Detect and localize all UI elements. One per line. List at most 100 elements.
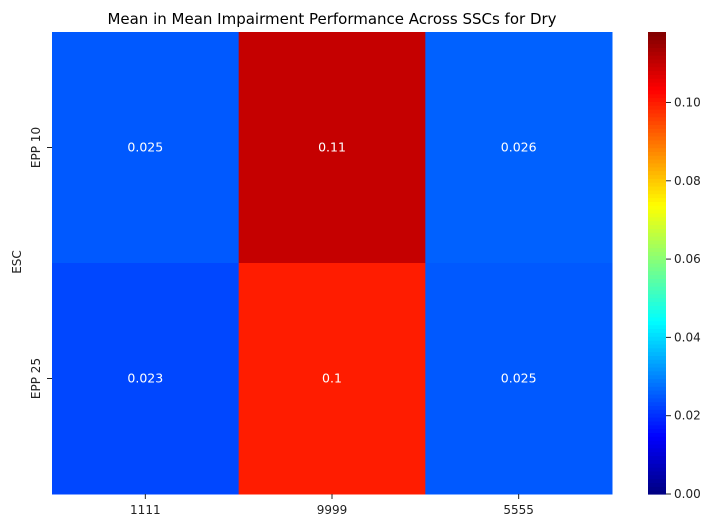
colorbar-segment [648,193,666,199]
colorbar-segment [648,370,666,376]
colorbar-segment [648,289,666,295]
colorbar-segment [648,447,666,453]
heatmap-cell [238,263,426,495]
colorbar-segment [648,178,666,183]
colorbar-segment [648,151,666,156]
colorbar-segment [648,305,666,310]
colorbar-segment [648,243,666,249]
colorbar-segment [648,270,666,276]
colorbar-segment [648,128,666,133]
heatmap-cell [425,263,613,495]
colorbar-segment [648,274,666,279]
colorbar-segment [648,355,666,360]
colorbar-segment [648,378,666,383]
heatmap-cell [425,32,613,264]
colorbar-segment [648,85,666,91]
colorbar-segment [648,463,666,468]
heatmap-cell-label: 0.025 [127,140,163,155]
colorbar-segment [648,174,666,179]
chart-title: Mean in Mean Impairment Performance Acro… [107,10,556,28]
colorbar-segment [648,232,666,237]
heatmap-cell-labels: 0.025 0.11 0.026 0.023 0.1 0.025 [127,140,536,386]
colorbar-segment [648,78,666,83]
colorbar-segment [648,470,666,476]
colorbar-segment [648,351,666,356]
colorbar-segment [648,340,666,345]
colorbar-segment [648,224,666,229]
colorbar-segment [648,66,666,72]
heatmap-cell [238,32,426,264]
colorbar-segment [648,478,666,484]
colorbar-segment [648,332,666,337]
colorbar-segment [648,343,666,349]
colorbar-segment [648,55,666,60]
colorbar-segment [648,263,666,268]
colorbar-segment [648,486,666,491]
colorbar-tick-label: 0.04 [674,330,701,344]
colorbar-segment [648,297,666,303]
colorbar-segment [648,74,666,79]
colorbar-segment [648,482,666,487]
colorbar-segment [648,212,666,218]
heatmap-cell [52,263,240,495]
colorbar-segment [648,259,666,264]
colorbar-segment [648,189,666,195]
colorbar-segment [648,282,666,287]
colorbar-segment [648,363,666,368]
colorbar-segment [648,293,666,299]
colorbar-segment [648,62,666,68]
colorbar-segment [648,139,666,145]
heatmap-cell-label: 0.11 [318,140,346,155]
colorbar-ticks: 0.00 0.02 0.04 0.06 0.08 0.10 [666,95,701,501]
colorbar-segment [648,143,666,149]
colorbar-segment [648,417,666,422]
colorbar-segment [648,324,666,330]
colorbar-segment [648,216,666,222]
colorbar-segment [648,166,666,172]
colorbar-segment [648,390,666,395]
colorbar-segment [648,159,666,164]
colorbar-segment [648,82,666,87]
colorbar-segment [648,97,666,102]
colorbar-segment [648,451,666,457]
colorbar-segment [648,109,666,114]
colorbar-segment [648,239,666,245]
colorbar-segment [648,105,666,110]
x-tick-label: 1111 [130,503,161,517]
colorbar-segment [648,316,666,322]
colorbar-segment [648,420,666,426]
colorbar-segment [648,347,666,353]
x-axis-ticks: 1111 9999 5555 [130,494,534,517]
colorbar-segment [648,70,666,75]
heatmap-cells [52,32,613,495]
colorbar-segment [648,266,666,272]
colorbar-segment [648,247,666,253]
colorbar-segment [648,401,666,407]
heatmap-cell-label: 0.026 [501,140,537,155]
x-tick-label: 9999 [317,503,348,517]
colorbar-segment [648,374,666,380]
colorbar-segment [648,251,666,256]
colorbar-segment [648,47,666,52]
colorbar-segment [648,397,666,403]
colorbar [648,32,666,495]
colorbar-tick-label: 0.10 [674,95,701,109]
colorbar-segment [648,124,666,129]
colorbar-segment [648,170,666,176]
colorbar-segment [648,182,666,187]
heatmap-cell [52,32,240,264]
colorbar-segment [648,436,666,441]
colorbar-segment [648,286,666,291]
colorbar-segment [648,186,666,191]
colorbar-segment [648,393,666,399]
colorbar-segment [648,309,666,314]
y-tick-label: EPP 25 [29,358,43,399]
colorbar-segment [648,209,666,214]
colorbar-segment [648,467,666,472]
colorbar-segment [648,336,666,341]
colorbar-segment [648,428,666,433]
colorbar-segment [648,382,666,387]
colorbar-segment [648,39,666,45]
colorbar-segment [648,359,666,364]
